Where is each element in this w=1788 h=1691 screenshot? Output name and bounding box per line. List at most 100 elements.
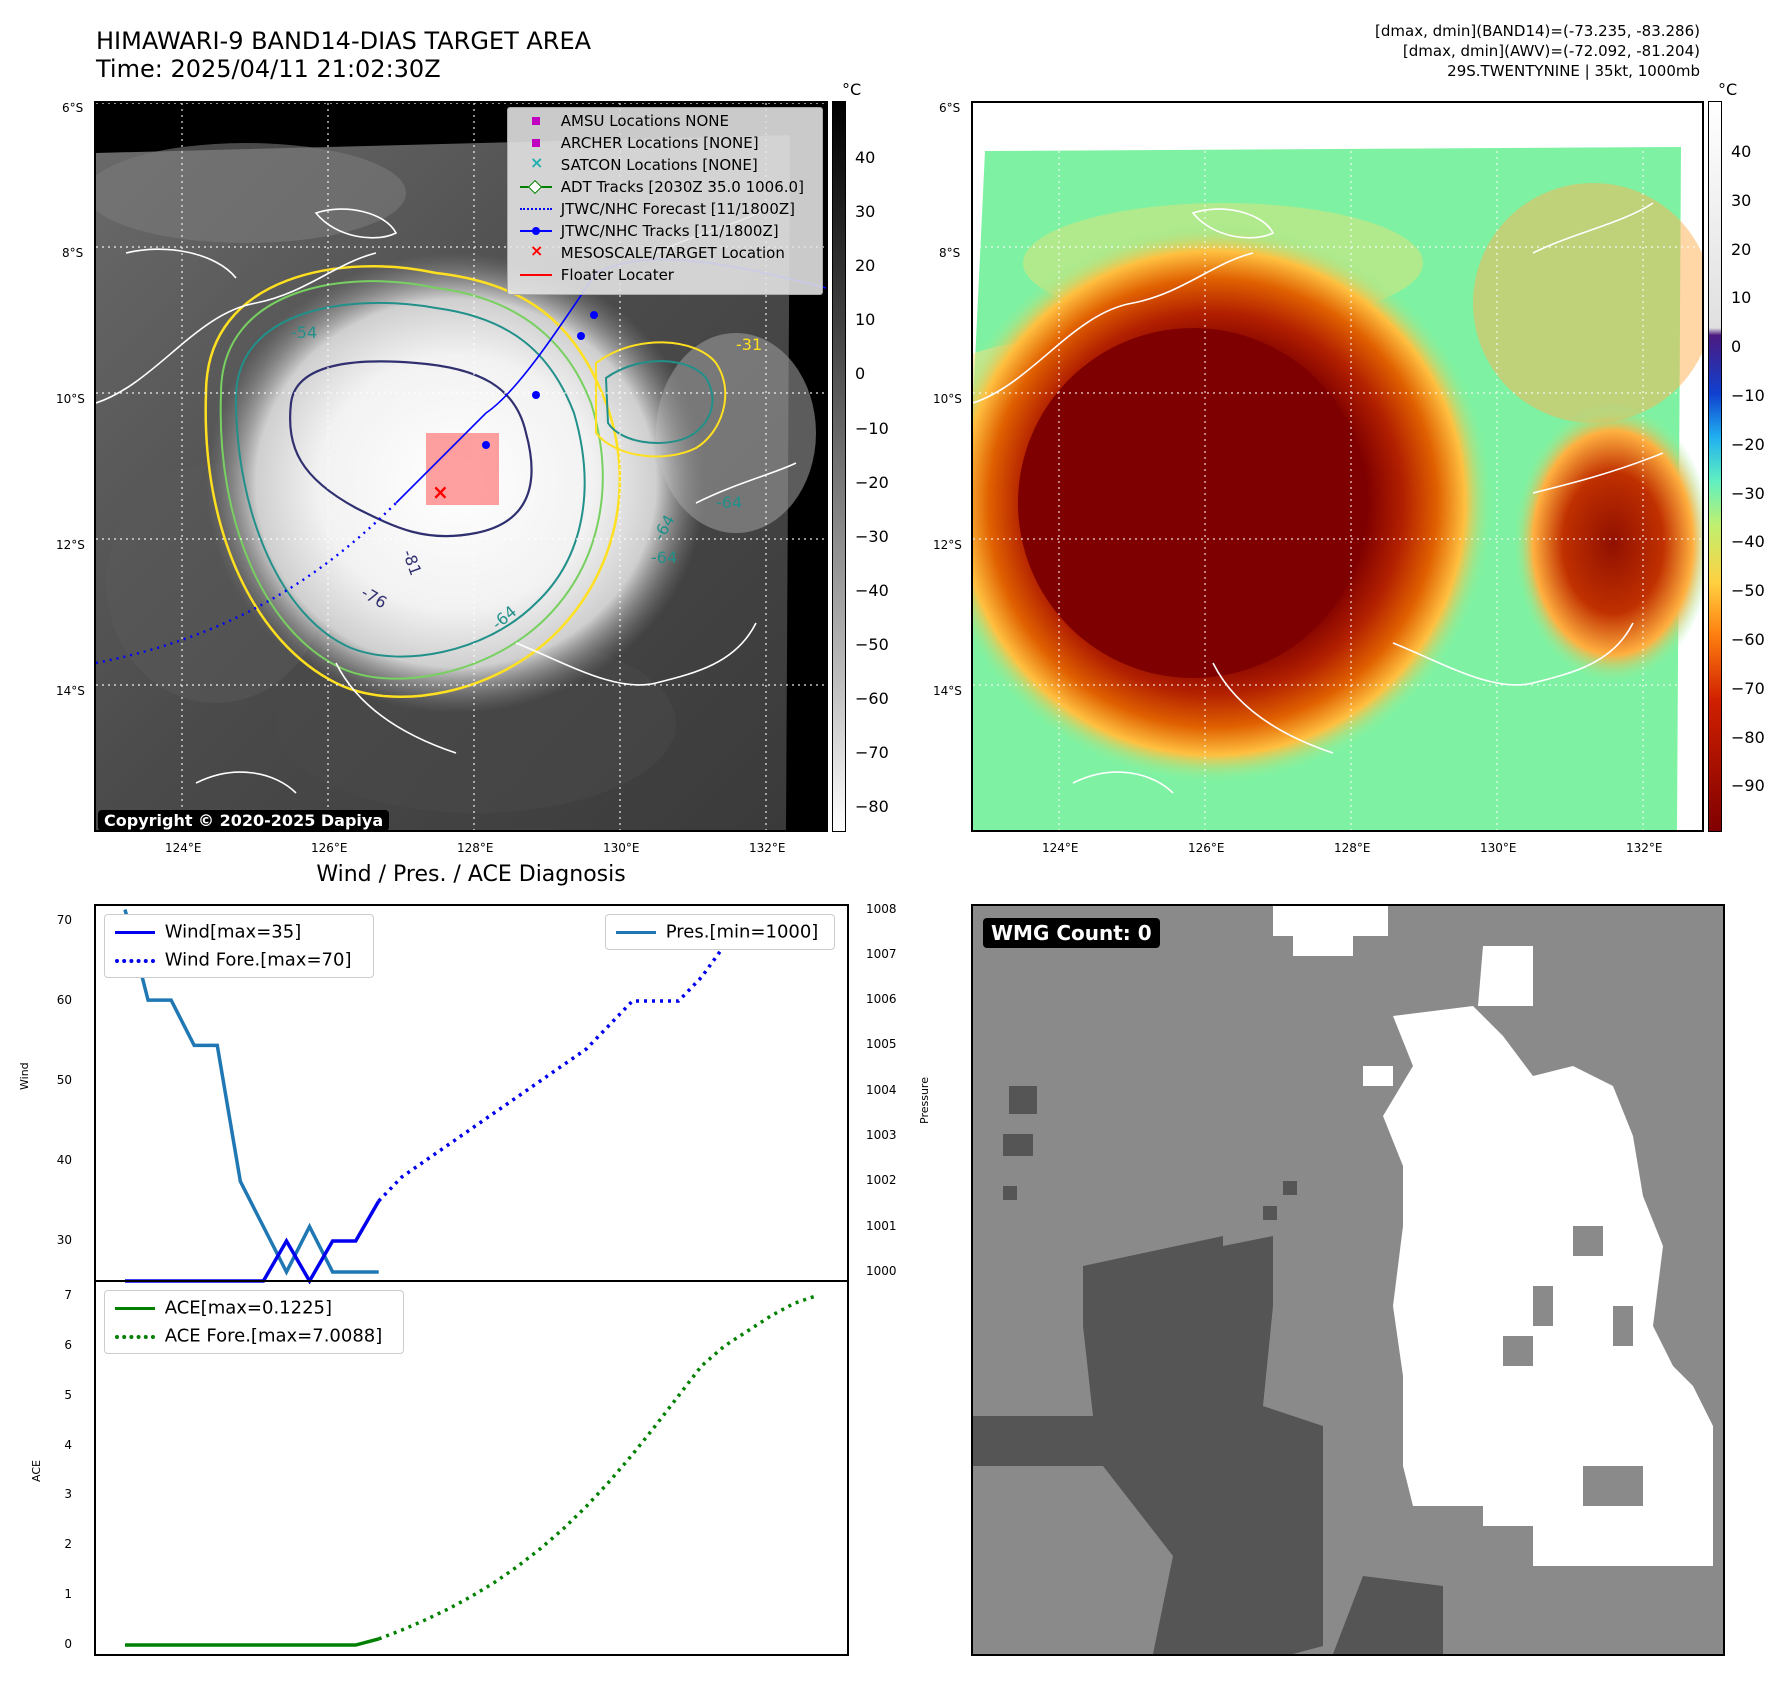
lon-tick: 124°E [1042, 841, 1079, 855]
wmg-panel: WMG Count: 0 [971, 904, 1725, 1656]
wind-axis-label: Wind [18, 1062, 31, 1090]
axis-tick: 50 [56, 1073, 72, 1087]
colorbar-tick: −20 [1731, 434, 1765, 454]
contour-label: -54 [291, 323, 318, 342]
legend-wind-forecast: Wind Fore.[max=70] [113, 947, 351, 973]
lat-tick: 8°S [62, 246, 84, 260]
series-line [377, 943, 817, 1203]
colorbar-tick: 30 [1731, 190, 1752, 210]
ir-map-panel: × -54 -81 -76 -64 -64 -64 -31 -64 AMSU L… [94, 101, 828, 832]
colorbar-tick: −80 [855, 797, 889, 817]
colorbar-tick: −30 [855, 526, 889, 546]
copyright-badge: Copyright © 2020-2025 Dapiya [98, 810, 390, 830]
colorbar-tick: −90 [1731, 776, 1765, 796]
wmg-count-badge: WMG Count: 0 [983, 918, 1160, 948]
lon-tick: 130°E [603, 841, 640, 855]
axis-tick: 60 [56, 993, 72, 1007]
legend-item-amsu: AMSU Locations NONE [518, 110, 729, 132]
colorbar-tick: −40 [1731, 532, 1765, 552]
lon-tick: 128°E [457, 841, 494, 855]
axis-tick: 1001 [866, 1218, 897, 1233]
band14-range: [dmax, dmin](BAND14)=(-73.235, -83.286) [1375, 22, 1700, 40]
lat-tick: 14°S [933, 684, 962, 698]
legend-item-mesoscale: × MESOSCALE/TARGET Location [530, 241, 785, 262]
lon-tick: 132°E [749, 841, 786, 855]
legend-item-tracks: JTWC/NHC Tracks [11/1800Z] [518, 220, 779, 242]
legend-wind: Wind[max=35] [113, 919, 301, 945]
colorbar-tick: 10 [1731, 288, 1752, 308]
series-line [123, 909, 379, 1276]
axis-tick: 6 [64, 1337, 72, 1352]
colorbar-ir [832, 101, 846, 832]
lat-tick: 6°S [62, 101, 84, 115]
axis-tick: 1000 [866, 1263, 897, 1278]
legend-ace: ACE[max=0.1225] [113, 1295, 332, 1321]
lon-tick: 132°E [1626, 841, 1663, 855]
colorbar-tick: −30 [1731, 483, 1765, 503]
colorbar-tick: 40 [855, 148, 876, 167]
contour-label: -64 [651, 548, 678, 567]
pressure-legend: Pres.[min=1000] [605, 914, 835, 950]
awv-map-image [973, 103, 1702, 830]
colorbar-unit: °C [842, 80, 862, 99]
storm-info: 29S.TWENTYNINE | 35kt, 1000mb [1447, 62, 1700, 80]
colorbar-tick: 0 [855, 364, 866, 384]
map-legend: AMSU Locations NONE ARCHER Locations [NO… [507, 107, 823, 295]
diagnosis-chart [94, 904, 849, 1656]
contour-label: -64 [716, 493, 743, 512]
legend-item-satcon: × SATCON Locations [NONE] [530, 153, 758, 174]
lon-tick: 128°E [1334, 841, 1371, 855]
figure-time: Time: 2025/04/11 21:02:30Z [96, 55, 441, 83]
colorbar-tick: 40 [1731, 142, 1752, 161]
colorbar-tick: −60 [1731, 630, 1765, 649]
colorbar-unit: °C [1718, 80, 1738, 99]
wmg-image [973, 906, 1723, 1654]
axis-tick: 1005 [866, 1037, 897, 1052]
wind-legend: Wind[max=35] Wind Fore.[max=70] [104, 914, 374, 978]
legend-ace-forecast: ACE Fore.[max=7.0088] [113, 1323, 382, 1349]
axis-tick: 1002 [866, 1173, 897, 1188]
ace-plot [125, 1293, 818, 1647]
colorbar-tick: −80 [1731, 727, 1765, 747]
awv-range: [dmax, dmin](AWV)=(-72.092, -81.204) [1402, 42, 1700, 60]
axis-tick: 70 [56, 913, 72, 927]
colorbar-tick: −40 [855, 580, 889, 600]
contour-label: -31 [736, 335, 763, 354]
legend-item-adt: ADT Tracks [2030Z 35.0 1006.0] [518, 176, 804, 198]
colorbar-tick: 20 [1731, 239, 1752, 259]
pressure-axis-label: Pressure [918, 1077, 931, 1124]
lon-tick: 126°E [311, 841, 348, 855]
colorbar-tick: −50 [855, 634, 889, 654]
colorbar-tick: 20 [855, 256, 876, 276]
svg-text:×: × [432, 480, 449, 504]
lon-tick: 124°E [165, 841, 202, 855]
colorbar-tick: −70 [1731, 678, 1765, 698]
axis-tick: 40 [56, 1153, 72, 1167]
axis-tick: 1004 [866, 1082, 897, 1097]
awv-map-panel [971, 101, 1704, 832]
axis-tick: 3 [64, 1487, 72, 1502]
series-line [378, 1293, 818, 1641]
axis-tick: 5 [64, 1387, 72, 1402]
ir-map-image: × [96, 103, 826, 830]
lat-tick: 14°S [56, 684, 85, 698]
legend-pressure: Pres.[min=1000] [614, 919, 818, 945]
axis-tick: 1008 [866, 901, 897, 916]
lon-tick: 126°E [1188, 841, 1225, 855]
axis-tick: 1007 [866, 946, 897, 961]
axis-tick: 7 [64, 1287, 72, 1302]
lat-tick: 12°S [56, 538, 85, 552]
colorbar-tick: 10 [855, 310, 876, 330]
series-line [125, 1637, 380, 1647]
lat-tick: 12°S [933, 538, 962, 552]
lat-tick: 10°S [56, 392, 85, 406]
colorbar-tick: −50 [1731, 581, 1765, 601]
axis-tick: 1006 [866, 992, 897, 1007]
axis-tick: 4 [64, 1437, 72, 1452]
ace-axis-label: ACE [30, 1460, 43, 1482]
ace-legend: ACE[max=0.1225] ACE Fore.[max=7.0088] [104, 1290, 404, 1354]
series-line [125, 1200, 381, 1285]
axis-tick: 30 [56, 1233, 72, 1247]
colorbar-tick: −10 [855, 418, 889, 438]
axis-tick: 0 [64, 1637, 72, 1652]
